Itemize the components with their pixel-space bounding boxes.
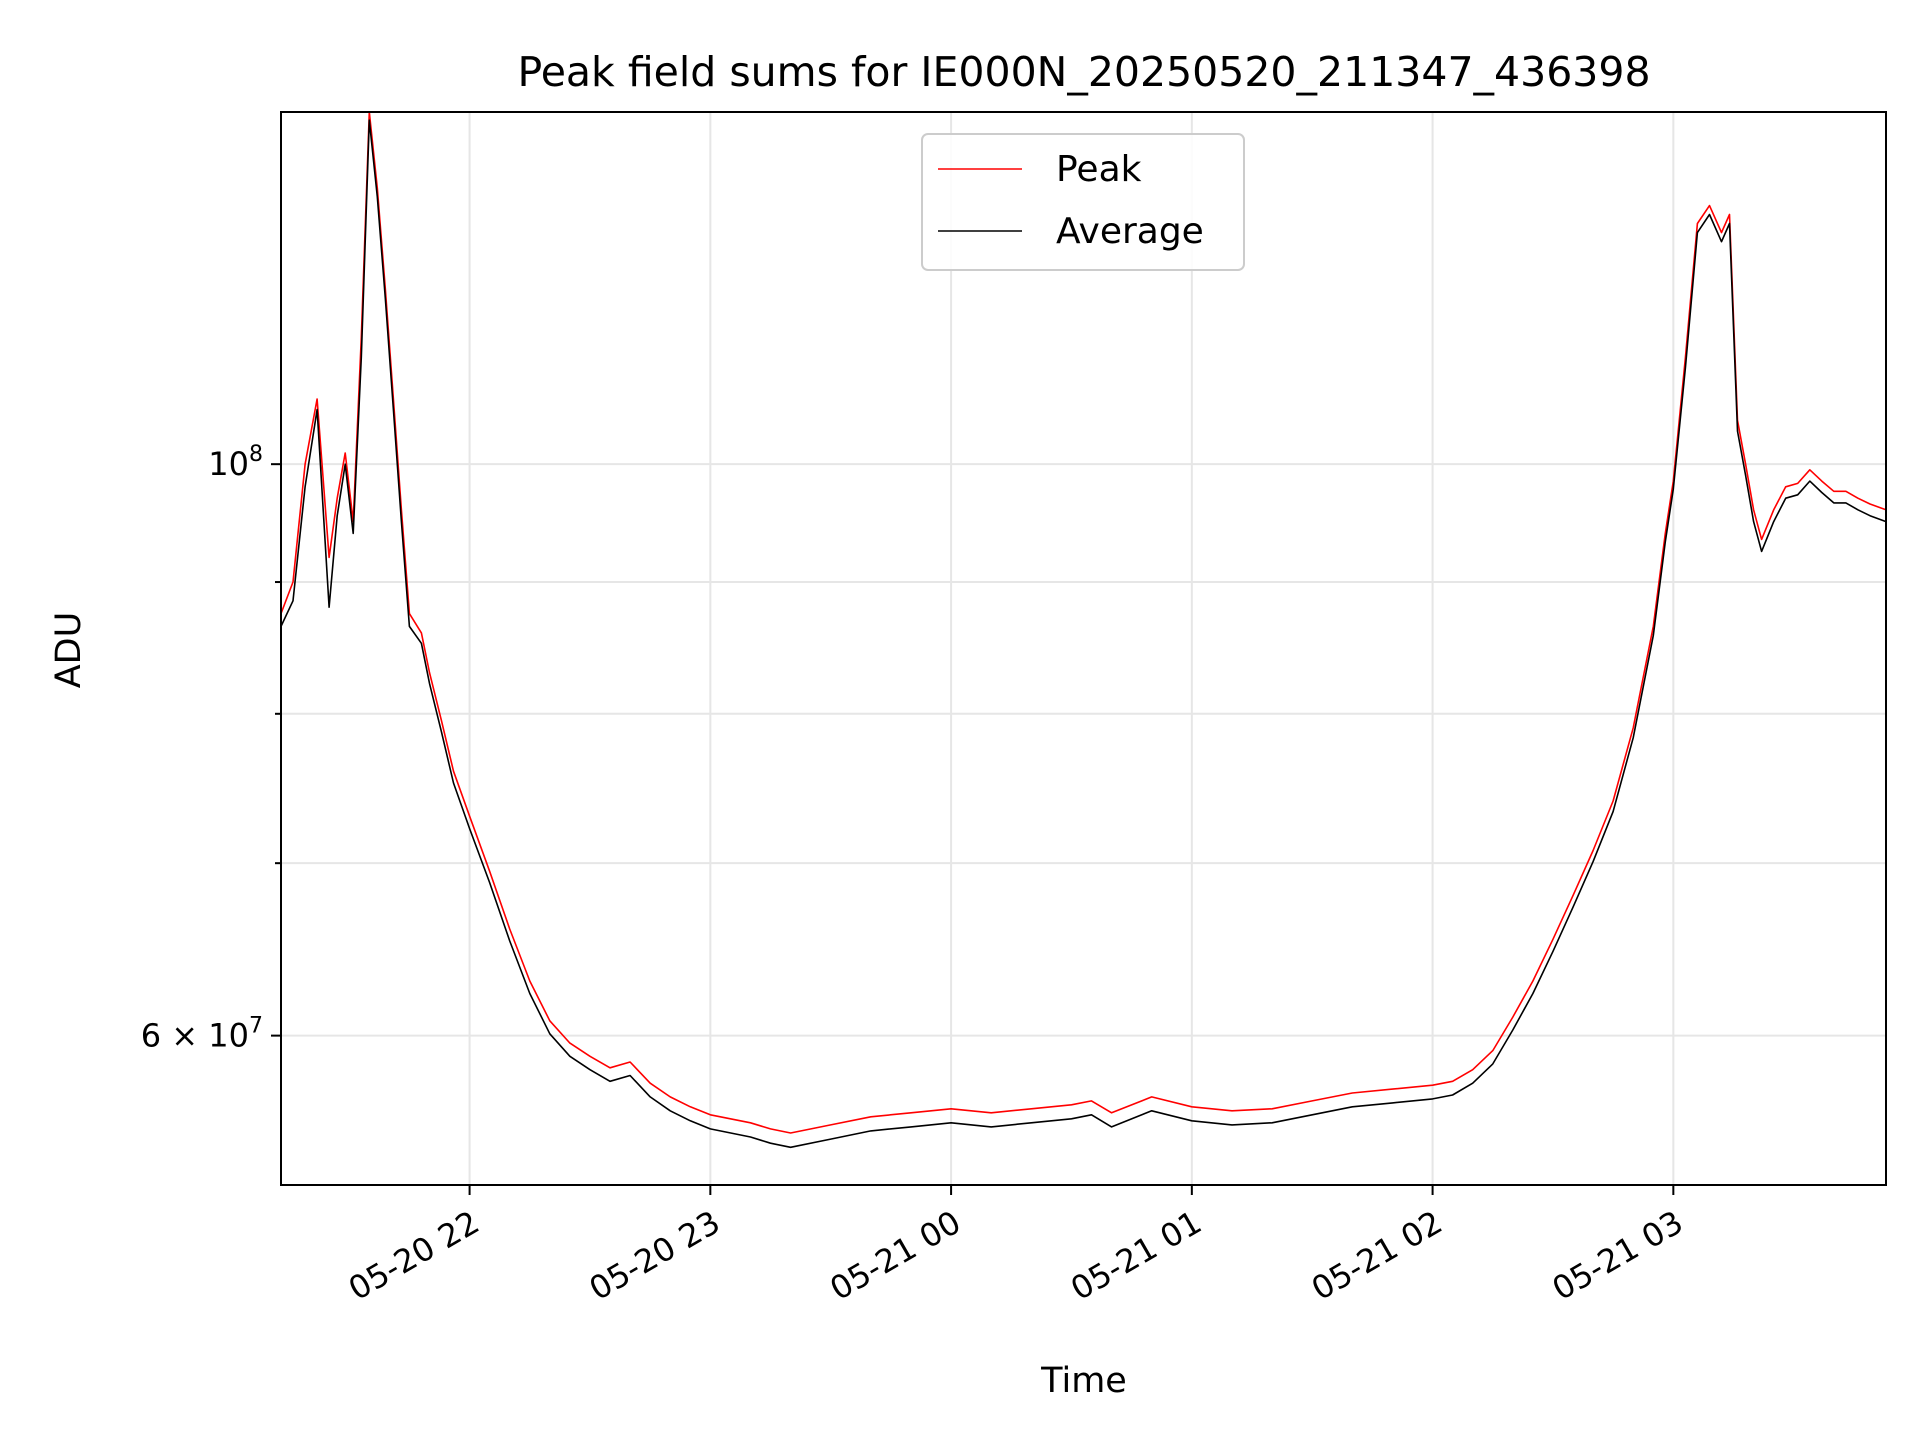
chart-title: Peak field sums for IE000N_20250520_2113…	[517, 48, 1650, 96]
y-tick-label: 108	[208, 442, 263, 483]
legend-box	[921, 133, 1245, 271]
y-axis-ticks: 6 × 107 108	[141, 442, 281, 1055]
legend-label-average: Average	[1056, 211, 1204, 252]
legend-label-peak: Peak	[1056, 149, 1142, 190]
series-lines	[280, 111, 1887, 1149]
x-axis-label: Time	[1040, 1361, 1127, 1401]
grid	[281, 112, 1886, 1185]
series-line-average	[280, 119, 1887, 1149]
plot-frame	[280, 111, 1887, 1186]
legend: Peak Average	[921, 133, 1245, 271]
y-axis-label: ADU	[49, 612, 89, 689]
y-tick-label: 6 × 107	[141, 1014, 263, 1055]
